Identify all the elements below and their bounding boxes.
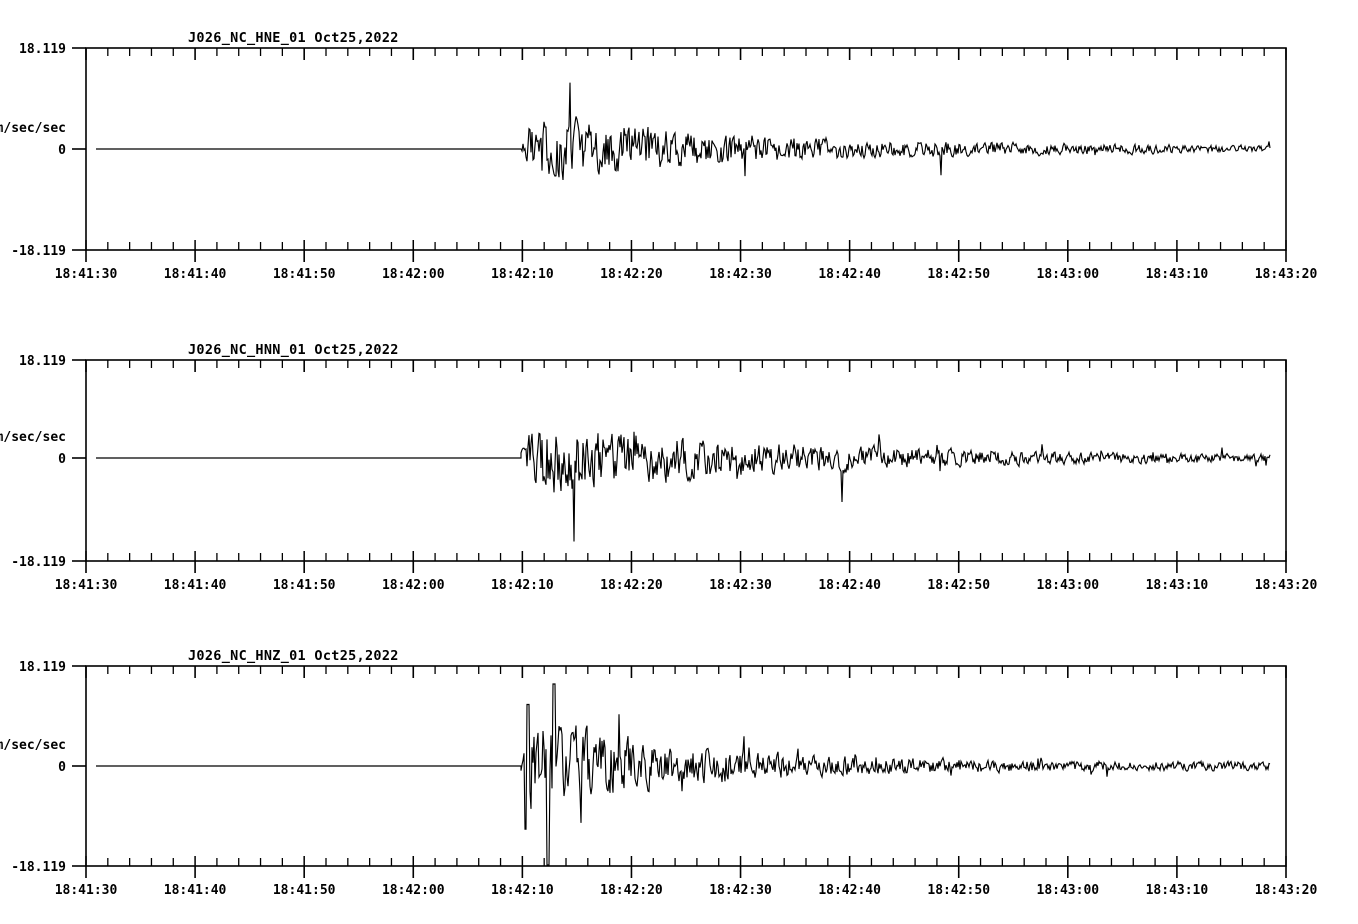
x-tick-label: 18:42:20 bbox=[600, 883, 663, 898]
x-tick-label: 18:42:00 bbox=[382, 578, 445, 593]
x-tick-label: 18:43:20 bbox=[1255, 883, 1318, 898]
x-tick-label: 18:43:20 bbox=[1255, 267, 1318, 282]
waveform-trace bbox=[96, 431, 1271, 542]
panel-hne-canvas: J026_NC_HNE_01 Oct25,2022 18.119 0 -18.119 c… bbox=[0, 30, 1318, 282]
x-tick-label: 18:42:30 bbox=[709, 267, 772, 282]
x-tick-label: 18:41:50 bbox=[273, 578, 336, 593]
y-axis-max-label: 18.119 bbox=[19, 42, 66, 57]
x-tick-label: 18:42:10 bbox=[491, 883, 554, 898]
panel-title: J026_NC_HNE_01 Oct25,2022 bbox=[188, 30, 399, 46]
y-axis-zero-label: 0 bbox=[58, 760, 66, 775]
x-tick-label: 18:42:50 bbox=[927, 883, 990, 898]
y-axis-max-label: 18.119 bbox=[19, 660, 66, 675]
waveform-trace bbox=[96, 683, 1271, 866]
x-tick-label: 18:42:10 bbox=[491, 578, 554, 593]
x-tick-label: 18:43:00 bbox=[1037, 267, 1100, 282]
y-axis-max-label: 18.119 bbox=[19, 354, 66, 369]
y-axis-zero-label: 0 bbox=[58, 143, 66, 158]
x-tick-label: 18:41:50 bbox=[273, 883, 336, 898]
waveform-trace bbox=[96, 82, 1271, 181]
panel-title: J026_NC_HNZ_01 Oct25,2022 bbox=[188, 648, 399, 664]
plot-frame bbox=[85, 359, 1287, 562]
y-axis-min-label: -18.119 bbox=[11, 860, 66, 875]
x-tick-label: 18:42:40 bbox=[818, 267, 881, 282]
y-axis-min-label: -18.119 bbox=[11, 555, 66, 570]
panel-title: J026_NC_HNN_01 Oct25,2022 bbox=[188, 342, 399, 358]
x-tick-label: 18:42:30 bbox=[709, 883, 772, 898]
trace-panel-hne: J026_NC_HNE_01 Oct25,2022 18.119 0 -18.119 c… bbox=[0, 0, 1358, 300]
x-tick-label: 18:41:40 bbox=[164, 883, 227, 898]
x-tick-label: 18:41:40 bbox=[164, 267, 227, 282]
panel-hnn-canvas: J026_NC_HNN_01 Oct25,2022 18.119 0 -18.119 c… bbox=[0, 342, 1318, 593]
x-tick-label: 18:42:40 bbox=[818, 578, 881, 593]
x-tick-label: 18:42:20 bbox=[600, 578, 663, 593]
x-tick-label: 18:41:40 bbox=[164, 578, 227, 593]
x-tick-label: 18:43:00 bbox=[1037, 578, 1100, 593]
x-tick-label: 18:43:10 bbox=[1146, 267, 1209, 282]
y-axis-min-label: -18.119 bbox=[11, 244, 66, 259]
x-tick-label: 18:42:40 bbox=[818, 883, 881, 898]
x-tick-label: 18:43:20 bbox=[1255, 578, 1318, 593]
y-axis-zero-label: 0 bbox=[58, 452, 66, 467]
x-tick-label: 18:43:10 bbox=[1146, 578, 1209, 593]
x-tick-label: 18:42:10 bbox=[491, 267, 554, 282]
trace-panel-hnz: J026_NC_HNZ_01 Oct25,2022 18.119 0 -18.119 c… bbox=[0, 618, 1358, 924]
x-tick-label: 18:42:50 bbox=[927, 267, 990, 282]
x-tick-label: 18:42:00 bbox=[382, 267, 445, 282]
x-tick-label: 18:42:50 bbox=[927, 578, 990, 593]
x-tick-label: 18:41:30 bbox=[55, 883, 118, 898]
x-tick-label: 18:41:50 bbox=[273, 267, 336, 282]
y-axis-unit-label: cm/sec/sec bbox=[0, 430, 66, 445]
x-tick-label: 18:41:30 bbox=[55, 267, 118, 282]
x-tick-label: 18:43:10 bbox=[1146, 883, 1209, 898]
x-tick-label: 18:42:20 bbox=[600, 267, 663, 282]
y-axis-unit-label: cm/sec/sec bbox=[0, 121, 66, 136]
x-tick-label: 18:42:30 bbox=[709, 578, 772, 593]
panel-hnz-canvas: J026_NC_HNZ_01 Oct25,2022 18.119 0 -18.119 c… bbox=[0, 648, 1318, 898]
x-tick-label: 18:42:00 bbox=[382, 883, 445, 898]
x-tick-label: 18:43:00 bbox=[1037, 883, 1100, 898]
trace-panel-hnn: J026_NC_HNN_01 Oct25,2022 18.119 0 -18.119 c… bbox=[0, 312, 1358, 612]
y-axis-unit-label: cm/sec/sec bbox=[0, 738, 66, 753]
x-tick-label: 18:41:30 bbox=[55, 578, 118, 593]
